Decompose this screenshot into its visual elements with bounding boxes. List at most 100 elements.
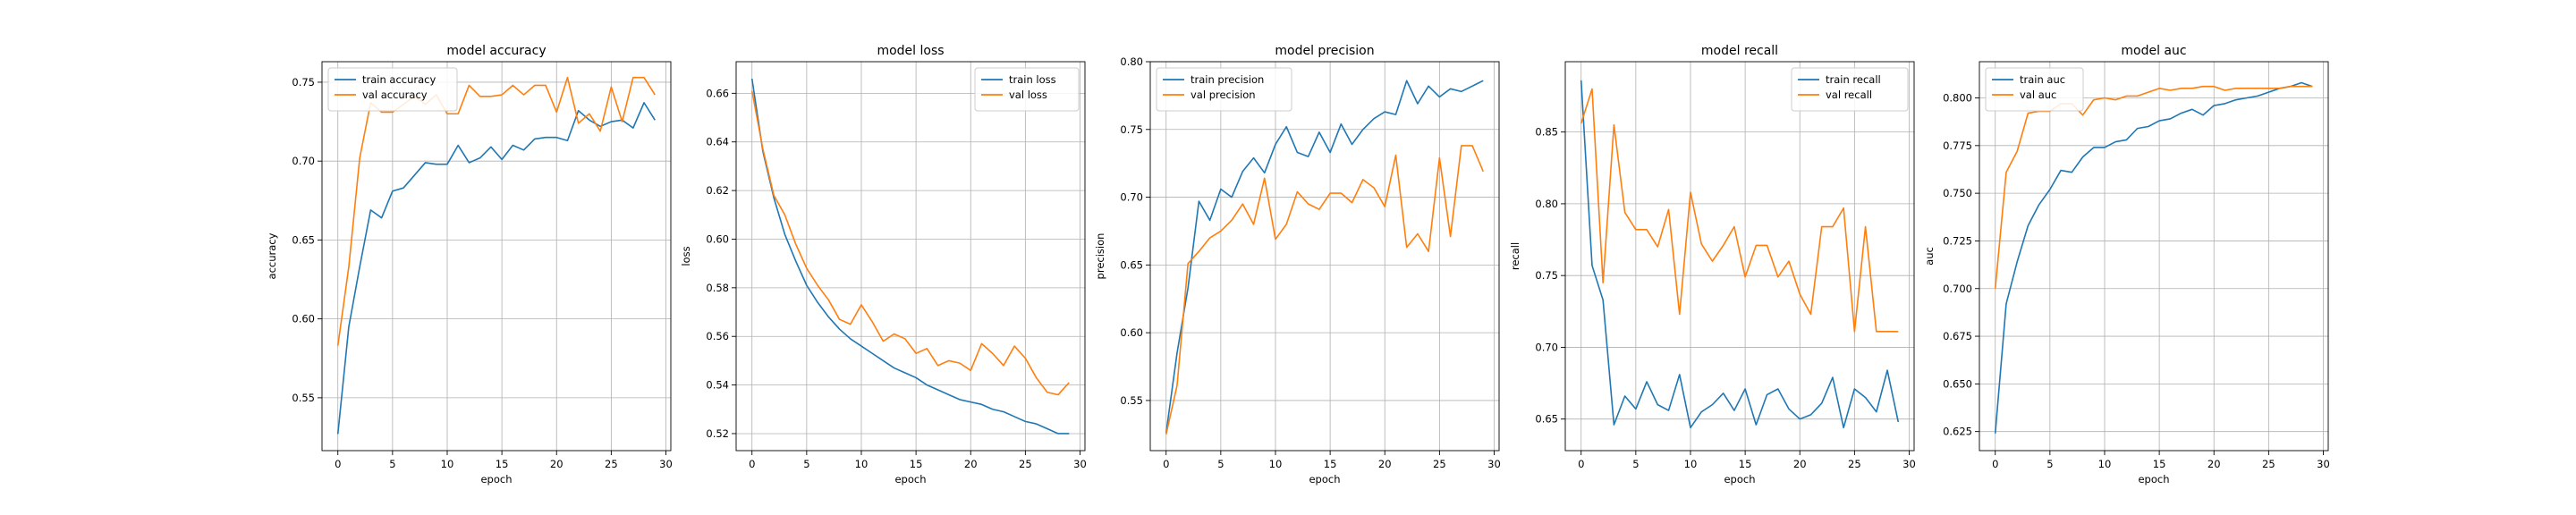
x-tick-label: 25	[2262, 458, 2275, 470]
series-line-train-loss	[750, 78, 1070, 435]
axes-frame	[321, 61, 672, 452]
legend-box	[327, 67, 458, 112]
chart-title: model precision	[1275, 44, 1374, 58]
legend-label: val recall	[1826, 89, 1872, 101]
y-tick-label: 0.80	[1120, 55, 1143, 68]
legend-label: val precision	[1191, 89, 1256, 101]
x-axis-label: epoch	[2138, 473, 2169, 485]
y-tick-label: 0.62	[706, 184, 729, 197]
y-tick-label: 0.65	[292, 233, 315, 246]
legend-label: train accuracy	[362, 73, 436, 86]
y-tick-label: 0.75	[1120, 123, 1143, 136]
x-tick-label: 0	[749, 458, 755, 470]
x-axis-label: epoch	[480, 473, 512, 485]
x-tick-label: 10	[855, 458, 869, 470]
y-tick-label: 0.66	[706, 87, 729, 99]
x-tick-label: 25	[605, 458, 618, 470]
legend-box	[974, 67, 1080, 112]
series-line-train-recall	[1580, 80, 1900, 429]
x-tick-label: 0	[1163, 458, 1169, 470]
y-tick-label: 0.70	[1535, 341, 1558, 353]
x-tick-label: 20	[1378, 458, 1392, 470]
y-tick-label: 0.800	[1943, 92, 1972, 105]
y-tick-label: 0.85	[1535, 126, 1558, 139]
legend-label: train precision	[1191, 73, 1264, 86]
x-tick-label: 5	[2046, 458, 2053, 470]
legend: train auc val auc	[1985, 67, 2084, 112]
chart-panel-3: 0 5 10 15 20 25 30 0.65 0.70 0.75 0.80 0.85 model re…	[1509, 44, 1916, 485]
y-tick-label: 0.650	[1943, 377, 1972, 390]
y-axis-label: loss	[680, 246, 692, 266]
x-axis-label: epoch	[1724, 473, 1755, 485]
legend: train loss val loss	[974, 67, 1080, 112]
series-line-val-accuracy	[336, 76, 656, 346]
y-tick-label: 0.60	[1120, 326, 1143, 339]
x-tick-label: 25	[1433, 458, 1446, 470]
y-tick-label: 0.52	[706, 427, 729, 440]
y-tick-label: 0.700	[1943, 283, 1972, 295]
y-tick-label: 0.60	[706, 232, 729, 245]
y-axis-label: auc	[1923, 247, 1936, 266]
chart-panel-2: 0 5 10 15 20 25 30 0.55 0.60 0.65 0.70 0.75 0.80 mode…	[1094, 44, 1501, 485]
chart-title: model loss	[877, 44, 944, 58]
chart-panel-4: 0 5 10 15 20 25 30 0.625 0.650 0.675 0.700 0.725 0.7…	[1923, 44, 2330, 485]
chart-title: model accuracy	[446, 44, 546, 58]
series-line-train-precision	[1165, 80, 1484, 434]
legend: train recall val recall	[1791, 67, 1909, 112]
axes-frame	[1149, 61, 1500, 452]
axes-frame	[1564, 61, 1915, 452]
y-tick-label: 0.58	[706, 282, 729, 294]
y-axis-label: recall	[1509, 242, 1521, 270]
axes-frame	[735, 61, 1086, 452]
y-tick-label: 0.675	[1943, 330, 1972, 342]
x-tick-label: 10	[441, 458, 454, 470]
chart-panel-0: 0 5 10 15 20 25 30 0.55 0.60 0.65 0.70 0.75 model ac…	[266, 44, 673, 485]
y-tick-label: 0.80	[1535, 198, 1558, 210]
x-tick-label: 30	[1487, 458, 1501, 470]
legend-box	[1985, 67, 2084, 112]
chart-title: model recall	[1701, 44, 1778, 58]
y-tick-label: 0.65	[1535, 413, 1558, 426]
x-tick-label: 30	[1902, 458, 1916, 470]
legend-label: val accuracy	[362, 89, 428, 101]
legend-box	[1791, 67, 1909, 112]
legend: train precision val precision	[1156, 67, 1292, 112]
x-tick-label: 20	[550, 458, 564, 470]
series-line-train-auc	[1994, 81, 2313, 434]
x-tick-label: 30	[2317, 458, 2330, 470]
y-tick-label: 0.775	[1943, 139, 1972, 152]
x-tick-label: 5	[1632, 458, 1639, 470]
x-tick-label: 0	[1992, 458, 1998, 470]
y-axis-label: accuracy	[266, 232, 278, 279]
y-tick-label: 0.725	[1943, 234, 1972, 247]
x-tick-label: 15	[2153, 458, 2166, 470]
chart-title: model auc	[2121, 44, 2186, 58]
chart-panel-1: 0 5 10 15 20 25 30 0.52 0.54 0.56 0.58 0.60 0.62 0.64…	[680, 44, 1087, 485]
y-tick-label: 0.56	[706, 330, 729, 342]
y-tick-label: 0.65	[1120, 258, 1143, 271]
y-tick-label: 0.75	[1535, 269, 1558, 282]
series-line-train-accuracy	[336, 102, 656, 435]
x-tick-label: 25	[1019, 458, 1032, 470]
x-tick-label: 30	[1073, 458, 1087, 470]
y-tick-label: 0.55	[1120, 394, 1143, 407]
x-tick-label: 20	[964, 458, 978, 470]
y-tick-label: 0.54	[706, 379, 729, 392]
legend: train accuracy val accuracy	[327, 67, 458, 112]
x-tick-label: 15	[496, 458, 509, 470]
y-tick-label: 0.750	[1943, 187, 1972, 199]
x-tick-label: 5	[389, 458, 395, 470]
y-tick-label: 0.625	[1943, 426, 1972, 438]
y-tick-label: 0.64	[706, 136, 729, 148]
x-axis-label: epoch	[1309, 473, 1340, 485]
legend-label: val auc	[2020, 89, 2056, 101]
series-line-val-auc	[1994, 85, 2313, 289]
x-tick-label: 5	[803, 458, 809, 470]
x-tick-label: 10	[1269, 458, 1283, 470]
y-tick-label: 0.70	[1120, 191, 1143, 204]
x-tick-label: 15	[910, 458, 923, 470]
y-tick-label: 0.70	[292, 155, 315, 167]
x-tick-label: 20	[2207, 458, 2221, 470]
series-line-val-precision	[1165, 145, 1485, 435]
